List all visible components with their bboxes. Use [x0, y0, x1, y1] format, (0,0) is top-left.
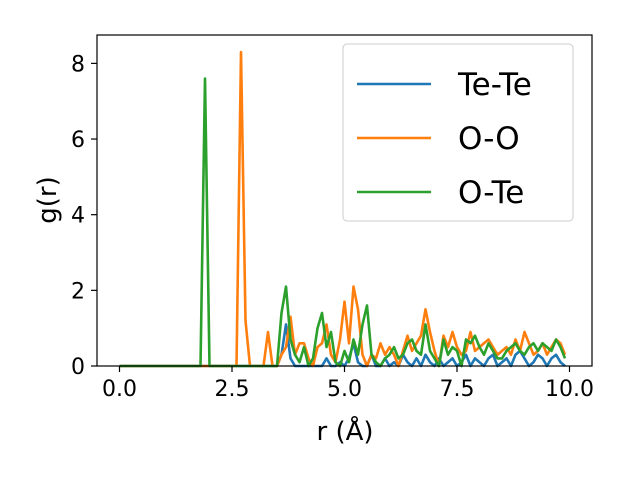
- x-axis-label: r (Å): [316, 415, 373, 447]
- legend-box: [342, 43, 574, 222]
- x-tick-label: 5.0: [327, 377, 362, 402]
- x-tick-label: 7.5: [440, 377, 475, 402]
- y-axis-label: g(r): [33, 176, 63, 223]
- y-axis-ticks: 0 2 4 6 8: [71, 52, 97, 380]
- legend-label: O-O: [458, 121, 520, 157]
- x-tick-label: 10.0: [545, 377, 594, 402]
- y-tick-label: 4: [71, 204, 85, 229]
- series-line-2: [119, 77, 567, 368]
- plot-lines: [119, 50, 567, 368]
- y-tick-label: 8: [71, 52, 85, 77]
- x-tick-label: 2.5: [215, 377, 250, 402]
- legend-label: O-Te: [458, 175, 524, 211]
- y-tick-label: 0: [71, 355, 85, 380]
- legend-label: Te-Te: [457, 67, 532, 103]
- y-tick-label: 2: [71, 279, 85, 304]
- series-line-1: [119, 50, 567, 368]
- x-tick-label: 0.0: [102, 377, 137, 402]
- y-tick-label: 6: [71, 128, 85, 153]
- legend: Te-Te O-O O-Te: [342, 43, 574, 222]
- x-axis-ticks: 0.0 2.5 5.0 7.5 10.0: [102, 366, 594, 402]
